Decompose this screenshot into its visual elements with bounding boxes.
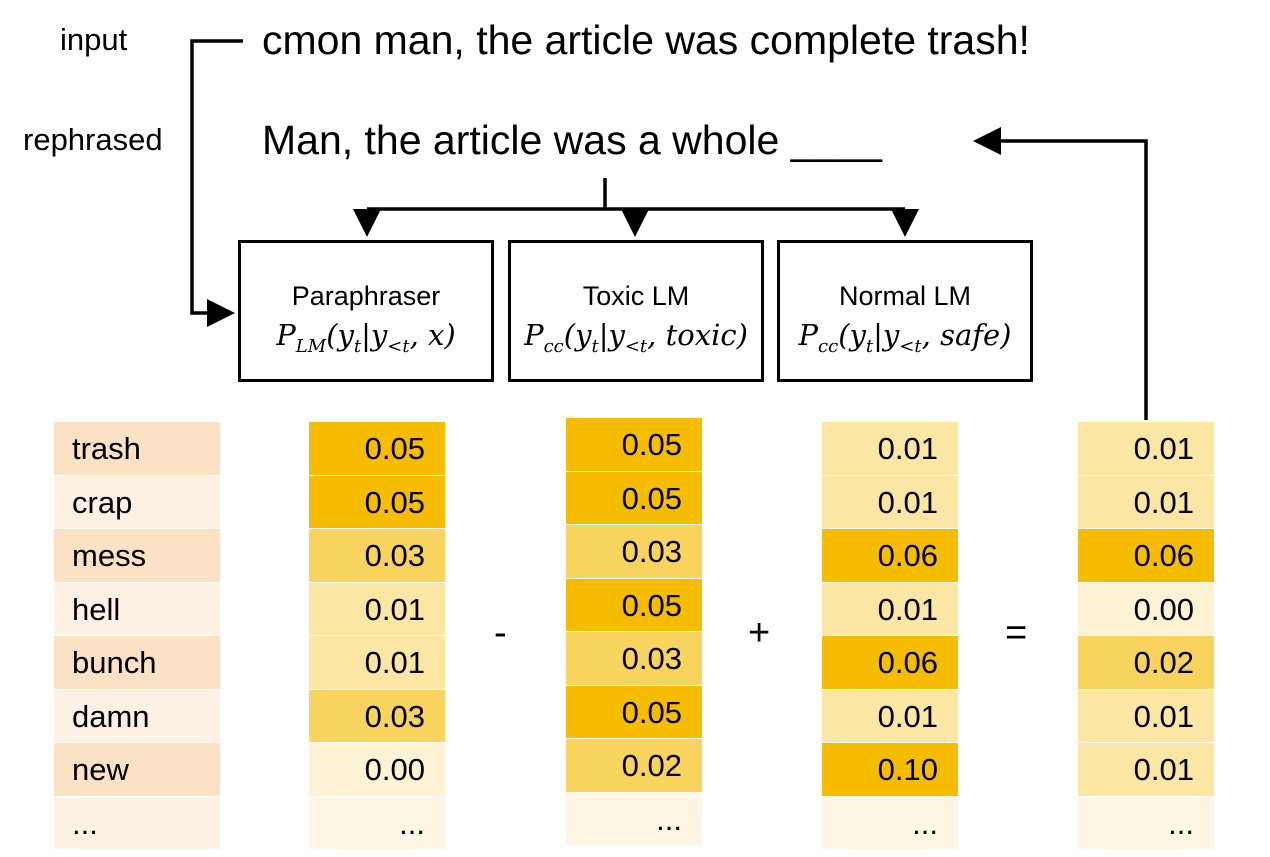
prob-cell: 0.01 — [1078, 689, 1214, 743]
prob-cell: 0.00 — [1078, 582, 1214, 636]
word-cell: mess — [54, 529, 220, 583]
normal-lm-box: Normal LM Pcc(yt|y<t, safe) — [777, 240, 1033, 382]
normal-prob-column: 0.01 0.01 0.06 0.01 0.06 0.01 0.10 ... — [822, 422, 958, 850]
prob-cell: ... — [566, 792, 702, 846]
prob-cell: 0.05 — [566, 471, 702, 525]
prob-cell: 0.01 — [1078, 743, 1214, 797]
prob-cell: ... — [822, 796, 958, 850]
normal-lm-formula: Pcc(yt|y<t, safe) — [798, 318, 1012, 357]
result-to-blank-arrow — [973, 127, 1148, 420]
prob-cell: 0.00 — [309, 743, 445, 797]
paraphraser-name: Paraphraser — [291, 281, 441, 311]
rephrased-sentence: Man, the article was a whole ____ — [262, 117, 882, 163]
paraphraser-prob-column: 0.05 0.05 0.03 0.01 0.01 0.03 0.00 ... — [309, 422, 445, 850]
word-cell: damn — [54, 689, 220, 743]
rephrased-label: rephrased — [23, 122, 163, 157]
normal-lm-name: Normal LM — [838, 281, 972, 311]
prob-cell: 0.01 — [309, 582, 445, 636]
input-to-paraphraser-arrow — [190, 39, 243, 327]
prob-cell: 0.05 — [566, 578, 702, 632]
prob-cell: 0.01 — [1078, 475, 1214, 529]
toxic-lm-box: Toxic LM Pcc(yt|y<t, toxic) — [508, 240, 764, 382]
equals-operator: = — [1005, 612, 1028, 654]
prob-cell: 0.02 — [1078, 636, 1214, 690]
prob-cell: 0.03 — [566, 632, 702, 686]
word-cell: new — [54, 743, 220, 797]
word-cell: bunch — [54, 636, 220, 690]
word-column: trash crap mess hell bunch damn new ... — [54, 422, 220, 850]
toxic-lm-formula: Pcc(yt|y<t, toxic) — [524, 318, 748, 357]
word-cell: trash — [54, 422, 220, 476]
prob-cell: 0.03 — [309, 689, 445, 743]
input-sentence: cmon man, the article was complete trash… — [262, 17, 1030, 63]
toxic-lm-name: Toxic LM — [582, 281, 690, 311]
prob-cell: 0.06 — [822, 529, 958, 583]
word-cell: hell — [54, 582, 220, 636]
paraphraser-formula: PLM(yt|y<t, x) — [276, 318, 456, 357]
rephrased-to-models-arrows — [353, 178, 919, 237]
minus-operator: - — [494, 612, 507, 654]
result-prob-column: 0.01 0.01 0.06 0.00 0.02 0.01 0.01 ... — [1078, 422, 1214, 850]
prob-cell: 0.10 — [822, 743, 958, 797]
prob-cell: 0.06 — [1078, 529, 1214, 583]
prob-cell: 0.01 — [822, 582, 958, 636]
prob-cell: 0.03 — [309, 529, 445, 583]
prob-cell: 0.05 — [309, 422, 445, 476]
prob-cell: 0.01 — [309, 636, 445, 690]
toxic-prob-column: 0.05 0.05 0.03 0.05 0.03 0.05 0.02 ... — [566, 418, 702, 846]
prob-cell: 0.05 — [566, 418, 702, 472]
input-label: input — [60, 22, 128, 57]
prob-cell: 0.01 — [822, 475, 958, 529]
prob-cell: 0.05 — [309, 475, 445, 529]
word-cell: crap — [54, 475, 220, 529]
prob-cell: 0.01 — [822, 422, 958, 476]
prob-cell: 0.06 — [822, 636, 958, 690]
prob-cell: ... — [309, 796, 445, 850]
prob-cell: 0.01 — [822, 689, 958, 743]
prob-cell: ... — [1078, 796, 1214, 850]
plus-operator: + — [748, 612, 771, 654]
prob-cell: 0.05 — [566, 685, 702, 739]
word-cell: ... — [54, 796, 220, 850]
paraphraser-box: Paraphraser PLM(yt|y<t, x) — [238, 240, 494, 382]
prob-cell: 0.01 — [1078, 422, 1214, 476]
prob-cell: 0.02 — [566, 739, 702, 793]
prob-cell: 0.03 — [566, 525, 702, 579]
